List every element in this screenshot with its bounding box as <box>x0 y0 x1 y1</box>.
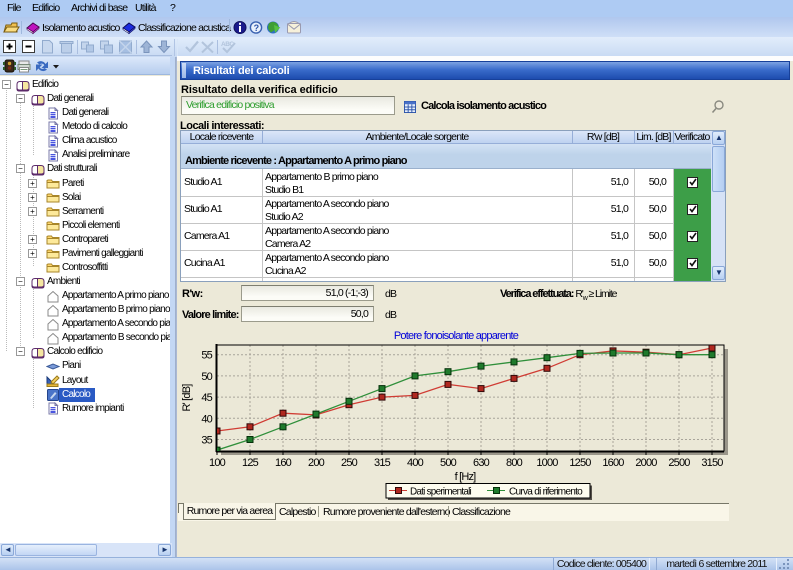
svg-text:800: 800 <box>506 457 523 469</box>
svg-text:1250: 1250 <box>569 457 591 469</box>
svg-text:2000: 2000 <box>635 457 657 469</box>
svg-text:630: 630 <box>473 457 490 469</box>
svg-text:2500: 2500 <box>668 457 690 469</box>
svg-text:1000: 1000 <box>536 457 558 469</box>
svg-text:Curva di riferimento: Curva di riferimento <box>509 486 583 498</box>
svg-text:100: 100 <box>209 457 226 469</box>
svg-text:55: 55 <box>201 350 212 362</box>
svg-text:3150: 3150 <box>701 457 723 469</box>
svg-text:160: 160 <box>275 457 292 469</box>
svg-text:400: 400 <box>407 457 424 469</box>
svg-text:?: ? <box>254 23 259 33</box>
svg-text:Dati sperimentali: Dati sperimentali <box>410 486 471 498</box>
svg-text:1600: 1600 <box>602 457 624 469</box>
svg-text:f [Hz]: f [Hz] <box>455 471 477 483</box>
svg-text:Potere fonoisolante apparente: Potere fonoisolante apparente <box>394 330 519 342</box>
svg-text:50: 50 <box>201 371 212 383</box>
svg-text:315: 315 <box>374 457 391 469</box>
svg-text:40: 40 <box>201 413 212 425</box>
svg-text:45: 45 <box>201 392 212 404</box>
svg-text:R' [dB]: R' [dB] <box>181 384 193 412</box>
svg-text:125: 125 <box>242 457 259 469</box>
svg-text:500: 500 <box>440 457 457 469</box>
svg-text:ABC: ABC <box>221 41 234 48</box>
svg-text:200: 200 <box>308 457 325 469</box>
svg-text:250: 250 <box>341 457 358 469</box>
svg-text:35: 35 <box>201 435 212 447</box>
